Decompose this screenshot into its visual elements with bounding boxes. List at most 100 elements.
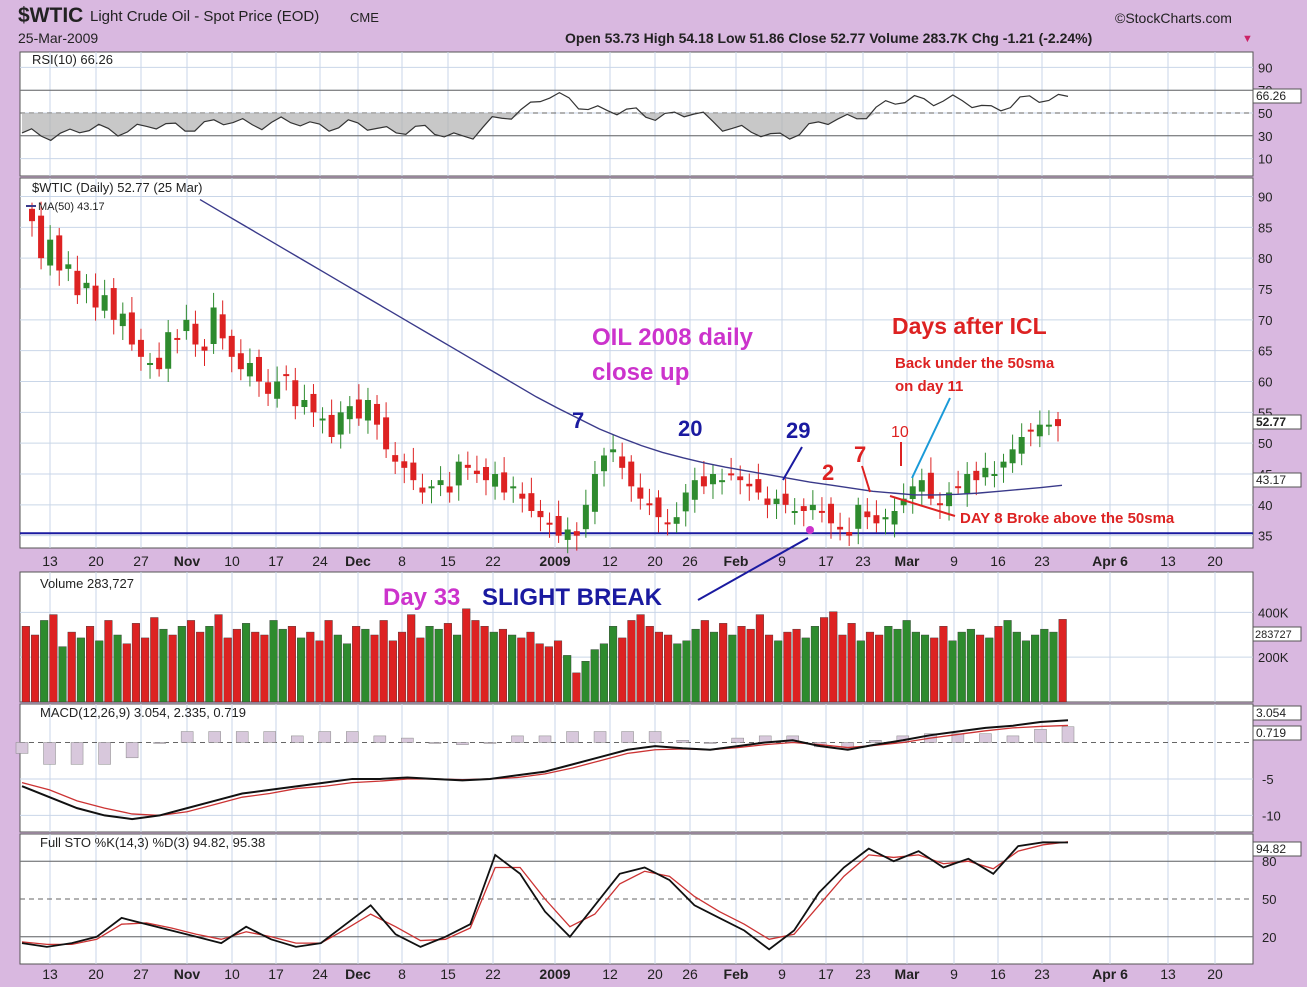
volume-bar [498, 628, 507, 703]
x-tick-label: 27 [133, 553, 149, 569]
x-tick-label: 24 [312, 553, 328, 569]
candle-body [1045, 424, 1052, 427]
x-tick-label: 12 [602, 553, 618, 569]
x-tick-label: 23 [1034, 966, 1050, 982]
candle-body [891, 511, 898, 525]
macd-histogram-bar [43, 742, 56, 765]
x-tick-label: 15 [440, 553, 456, 569]
volume-bar [58, 646, 67, 703]
volume-bar [829, 611, 838, 703]
candle-body [773, 498, 780, 505]
price-tick-label: 35 [1258, 529, 1272, 544]
down-arrow-icon: ▼ [1242, 33, 1253, 45]
candle-body [101, 295, 108, 311]
candle-body [564, 529, 571, 540]
candle-body [492, 474, 499, 487]
macd-histogram-bar [428, 742, 442, 744]
x-tick-label: 22 [485, 966, 501, 982]
volume-bar [1058, 619, 1067, 703]
volume-bar [856, 640, 865, 703]
volume-bar [820, 617, 829, 703]
candle-body [446, 486, 453, 493]
candle-body [964, 474, 971, 494]
candle-body [65, 264, 72, 269]
candle-body [92, 285, 99, 308]
macd-histogram-bar [1006, 735, 1020, 743]
x-tick-label: 2009 [539, 966, 570, 982]
price-series [20, 198, 1253, 554]
volume-bar [939, 626, 948, 703]
axes: 131320202727NovNov101017172424DecDec8815… [42, 60, 1288, 982]
price-tick-label: 65 [1258, 344, 1272, 359]
annotation-back-under-2: on day 11 [895, 378, 963, 395]
macd-histogram-bar [951, 733, 965, 743]
volume-bar [535, 643, 544, 703]
x-tick-label: 8 [398, 553, 406, 569]
volume-bar [911, 631, 920, 703]
chart-date: 25-Mar-2009 [18, 30, 99, 46]
volume-bar [306, 631, 315, 703]
x-tick-label: Feb [724, 966, 749, 982]
stochastic-tick-label: 50 [1262, 892, 1276, 907]
volume-bar [379, 620, 388, 703]
macd-histogram-bar [593, 731, 607, 743]
x-tick-label: 10 [224, 966, 240, 982]
candle-body [346, 406, 353, 420]
x-tick-label: Nov [174, 966, 201, 982]
candle-body [219, 314, 226, 339]
volume-bar [388, 640, 397, 703]
x-tick-label: Mar [895, 966, 920, 982]
volume-bar [746, 628, 755, 703]
candle-body [691, 480, 698, 500]
annotation-day8: DAY 8 Broke above the 50sma [960, 510, 1175, 527]
volume-bar [141, 637, 150, 703]
price-tick-label: 60 [1258, 375, 1272, 390]
volume-bar [957, 631, 966, 703]
rsi-value-tag [1252, 88, 1302, 104]
volume-bar [214, 614, 223, 703]
x-tick-label: 8 [398, 966, 406, 982]
candle-body [610, 449, 617, 453]
volume-bar [709, 631, 719, 703]
volume-bar [865, 631, 875, 703]
candle-body [555, 515, 562, 536]
macd-histogram-bar [153, 742, 166, 744]
x-tick-label: 23 [1034, 553, 1050, 569]
volume-bar [599, 643, 608, 703]
x-tick-label: Dec [345, 553, 371, 569]
macd-signal-line [21, 724, 1069, 817]
stochastic-value-tag-text: 94.82 [1256, 842, 1286, 856]
candle-body [537, 510, 544, 518]
x-tick-label: 20 [88, 553, 104, 569]
x-tick-label: 2009 [539, 553, 570, 569]
rsi-title: RSI(10) 66.26 [32, 52, 113, 67]
volume-bar [269, 620, 278, 703]
volume-bar [948, 640, 957, 703]
ohlc-summary: Open 53.73 High 54.18 Low 51.86 Close 52… [565, 30, 1093, 46]
candle-body [301, 400, 308, 408]
volume-bar [104, 620, 113, 703]
rsi-below-50-fill [22, 113, 1068, 141]
volume-bar [150, 617, 159, 703]
volume-bar [443, 623, 452, 703]
volume-bar [792, 628, 801, 703]
volume-bar [966, 628, 975, 703]
macd-histogram-bar [456, 742, 469, 745]
volume-bar [976, 634, 985, 703]
x-tick-label: 26 [682, 553, 698, 569]
x-tick-label: 20 [1207, 553, 1223, 569]
volume-bar [563, 655, 572, 703]
volume-bar [21, 626, 30, 703]
x-tick-label: Feb [724, 553, 749, 569]
volume-bar [278, 628, 287, 703]
volume-bar [645, 626, 654, 703]
candle-body [83, 282, 90, 289]
candle-body [900, 498, 907, 506]
volume-bar [287, 626, 296, 703]
macd-tick-label: -5 [1262, 772, 1274, 787]
candle-body [973, 470, 980, 481]
volume-tick-label: 400K [1258, 605, 1289, 620]
candle-body [337, 412, 344, 435]
